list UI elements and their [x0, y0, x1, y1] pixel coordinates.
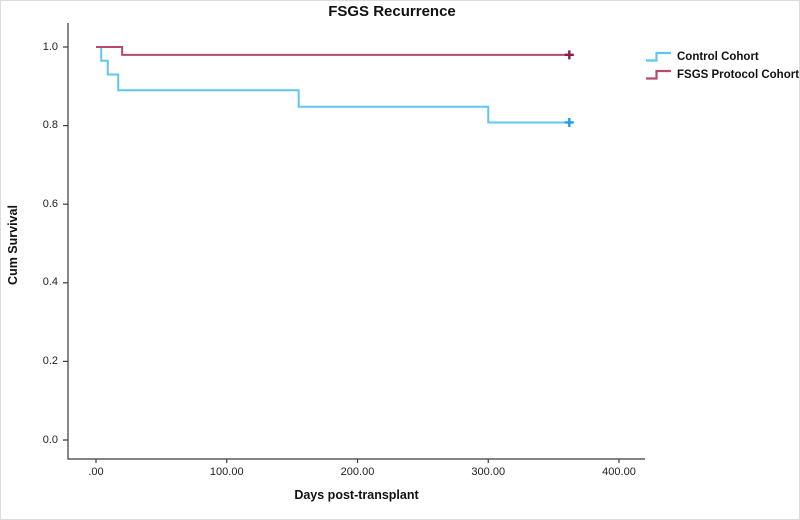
legend-item: Control Cohort [645, 49, 799, 64]
legend-label: Control Cohort [677, 50, 759, 63]
legend-item: FSGS Protocol Cohort [645, 67, 799, 82]
y-tick-label: 0.8 [42, 119, 58, 132]
legend-step-line-icon [646, 51, 671, 62]
legend-step-line-icon [646, 69, 671, 80]
y-tick-label: 0.4 [42, 276, 58, 289]
y-tick-label: 0.0 [42, 433, 58, 446]
y-tick-label: 0.6 [42, 197, 58, 210]
x-axis-title: Days post-transplant [294, 488, 419, 502]
y-tick-label: 1.0 [42, 40, 58, 53]
axes-frame [67, 23, 645, 460]
y-tick-label: 0.2 [42, 354, 58, 367]
censor-plus-mark [564, 117, 574, 127]
x-tick-label: 100.00 [209, 466, 244, 478]
x-tick-label: 400.00 [602, 466, 636, 478]
survival-curve [96, 46, 570, 56]
x-tick-label: .00 [88, 466, 104, 478]
legend-label: FSGS Protocol Cohort [677, 68, 800, 81]
legend: Control Cohort FSGS Protocol Cohort [645, 49, 799, 82]
x-tick-label: 300.00 [471, 466, 506, 478]
chart-title: FSGS Recurrence [328, 3, 456, 20]
x-tick-label: 200.00 [340, 466, 375, 478]
censor-plus-mark [564, 50, 574, 60]
survival-curve [96, 46, 570, 124]
